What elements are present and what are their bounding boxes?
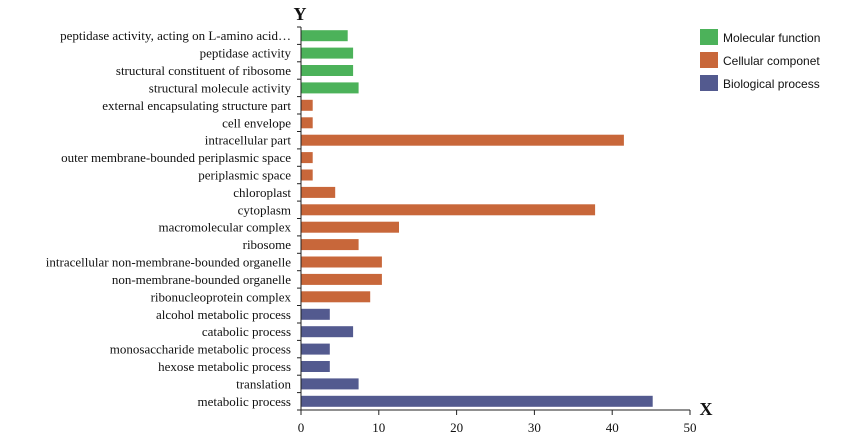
category-label: peptidase activity xyxy=(200,46,292,61)
category-label: macromolecular complex xyxy=(159,220,292,235)
x-tick-label: 40 xyxy=(606,420,619,435)
bar xyxy=(301,361,330,372)
legend: Molecular function Cellular componet Biolo… xyxy=(700,29,820,91)
bar xyxy=(301,82,359,94)
category-label: ribosome xyxy=(243,237,292,252)
category-labels: peptidase activity, acting on L-amino ac… xyxy=(46,28,292,409)
legend-label: Molecular function xyxy=(723,31,820,45)
category-label: hexose metabolic process xyxy=(158,359,291,374)
category-label: cytoplasm xyxy=(238,202,291,217)
x-axis-title: X xyxy=(700,399,713,419)
bar xyxy=(301,343,330,355)
category-label: outer membrane-bounded periplasmic space xyxy=(61,150,291,165)
x-tick-label: 20 xyxy=(450,420,463,435)
category-label: chloroplast xyxy=(233,185,291,200)
category-label: structural molecule activity xyxy=(149,80,292,95)
bar xyxy=(301,169,313,181)
category-label: catabolic process xyxy=(202,324,291,339)
bar xyxy=(301,30,348,42)
bar xyxy=(301,186,336,198)
bar xyxy=(301,47,354,59)
bar xyxy=(301,152,313,164)
bar xyxy=(301,291,371,303)
category-label: ribonucleoprotein complex xyxy=(151,289,292,304)
legend-swatch xyxy=(700,29,718,45)
bar xyxy=(301,308,330,320)
x-tick-label: 50 xyxy=(684,420,697,435)
category-label: external encapsulating structure part xyxy=(102,98,291,113)
bar xyxy=(301,99,313,111)
bar xyxy=(301,134,624,146)
category-label: intracellular part xyxy=(205,133,292,148)
bar xyxy=(301,273,382,285)
bar xyxy=(301,326,354,338)
category-label: non-membrane-bounded organelle xyxy=(112,272,291,287)
category-label: monosaccharide metabolic process xyxy=(110,342,291,357)
legend-label: Cellular componet xyxy=(723,54,820,68)
y-axis-title: Y xyxy=(294,4,307,24)
legend-label: Biological process xyxy=(723,77,820,91)
legend-swatch xyxy=(700,75,718,91)
x-tick-label: 0 xyxy=(298,420,305,435)
x-tick-layer: 0 10 20 30 40 50 xyxy=(298,410,697,435)
bar xyxy=(301,204,596,216)
category-label: metabolic process xyxy=(198,394,292,409)
category-label: intracellular non-membrane-bounded organ… xyxy=(46,255,291,270)
category-label: structural constituent of ribosome xyxy=(116,63,291,78)
bar xyxy=(301,117,313,129)
x-tick-label: 10 xyxy=(372,420,385,435)
bars-layer xyxy=(301,30,653,407)
axes-layer xyxy=(297,26,690,411)
bar xyxy=(301,256,382,268)
bar xyxy=(301,239,359,251)
category-label: peptidase activity, acting on L-amino ac… xyxy=(60,28,291,43)
bar xyxy=(301,65,354,76)
bar xyxy=(301,221,399,233)
category-label: periplasmic space xyxy=(198,168,291,183)
legend-swatch xyxy=(700,52,718,68)
x-tick-label: 30 xyxy=(528,420,541,435)
category-label: translation xyxy=(236,376,291,391)
category-label: alcohol metabolic process xyxy=(156,307,291,322)
bar xyxy=(301,395,653,407)
category-label: cell envelope xyxy=(222,115,291,130)
bar xyxy=(301,378,359,390)
